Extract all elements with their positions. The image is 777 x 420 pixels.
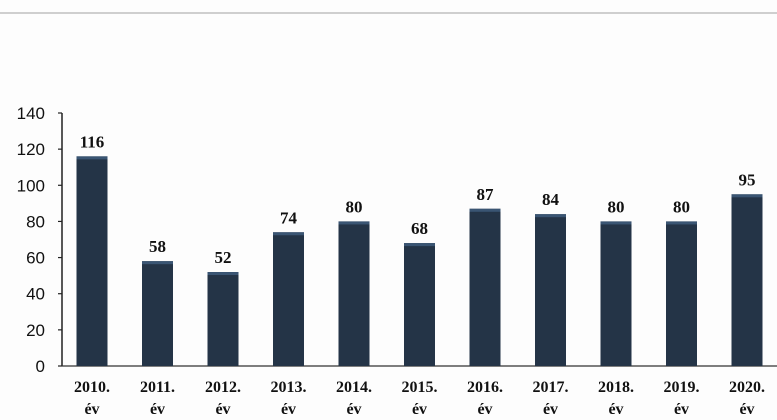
x-tick-label: 2020. [729,379,765,396]
y-tick-label: 60 [26,249,45,268]
x-tick-label-unit: év [674,401,689,418]
data-label: 58 [149,237,166,256]
bar-highlight [600,221,632,225]
data-label: 80 [608,197,625,216]
x-tick-label-unit: év [412,401,427,418]
data-label: 84 [542,190,560,209]
x-tick-label: 2018. [598,379,634,396]
y-tick-label: 0 [36,357,45,376]
bar [76,156,108,366]
x-tick-label: 2012. [205,379,241,396]
data-label: 80 [673,197,690,216]
bar-layer [76,156,763,366]
data-label: 95 [739,170,756,189]
data-label: 116 [80,132,105,151]
data-label: 74 [280,208,298,227]
bar [469,208,501,366]
bar [142,261,173,366]
x-tick-label: 2010. [74,379,110,396]
x-tick-label-unit: év [281,401,296,418]
x-tick-label: 2017. [533,379,569,396]
data-label: 80 [346,197,363,216]
bar [731,194,763,366]
bar [600,221,632,366]
bar-highlight [338,221,370,225]
data-label: 87 [477,185,495,204]
bar-highlight [273,232,304,236]
x-tick-label: 2011. [140,379,175,396]
x-tick-label-unit: év [608,401,623,418]
label-layer: 116 2010. év 58 2011. év 52 2012. év 74 2013. év 80 2… [74,132,765,418]
y-tick-label: 20 [26,321,45,340]
bar-highlight [404,243,435,247]
bar [666,221,697,366]
y-tick-label: 120 [17,140,45,159]
x-tick-label: 2019. [664,379,700,396]
x-tick-label: 2015. [402,379,438,396]
bar-highlight [207,272,239,276]
x-tick-label: 2013. [271,379,307,396]
bar-highlight [535,214,566,218]
bar [207,272,239,366]
x-tick-label-unit: év [739,401,754,418]
x-tick-label-unit: év [477,401,492,418]
y-tick-label: 80 [26,212,45,231]
y-tick-label: 140 [17,104,45,123]
bar [273,232,304,366]
y-tick-label: 100 [17,176,45,195]
bar-highlight [142,261,173,265]
bar-highlight [731,194,763,198]
data-label: 68 [411,219,428,238]
data-label: 52 [215,248,232,267]
bar [404,243,435,366]
top-divider [0,12,777,14]
bar [338,221,370,366]
x-tick-label-unit: év [346,401,361,418]
axis-layer: 0 20 40 60 80 100 120 140 [17,104,777,376]
bar [535,214,566,366]
bar-highlight [666,221,697,225]
x-tick-label: 2014. [336,379,372,396]
x-tick-label-unit: év [150,401,165,418]
y-tick-label: 40 [26,285,45,304]
x-tick-label: 2016. [467,379,503,396]
bar-highlight [76,156,108,160]
bar-highlight [469,208,501,212]
x-tick-label-unit: év [543,401,558,418]
x-tick-label-unit: év [84,401,99,418]
x-tick-label-unit: év [215,401,230,418]
